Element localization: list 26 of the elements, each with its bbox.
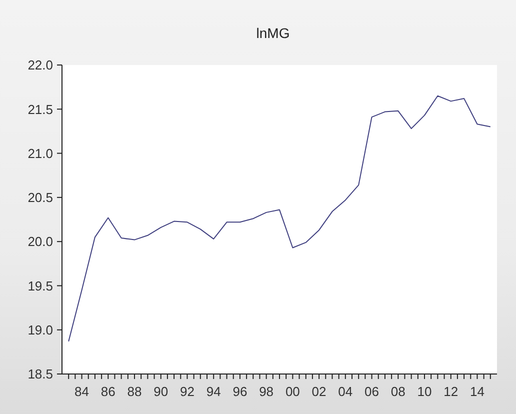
y-tick-label: 19.0 [28,322,53,338]
x-tick-label: 92 [180,384,194,399]
x-tick-label: 08 [390,384,406,399]
x-tick-label: 90 [154,384,168,399]
y-tick-label: 22.0 [28,58,53,73]
x-tick-label: 88 [127,384,142,399]
x-tick-label: 14 [470,384,484,399]
y-tick-label: 20.0 [28,234,53,250]
x-tick-label: 12 [444,384,458,399]
x-tick-label: 84 [74,384,90,399]
x-tick-label: 06 [364,384,380,399]
y-tick-label: 20.5 [28,190,53,206]
x-tick-label: 04 [338,384,353,399]
x-tick-label: 86 [100,384,116,399]
line-series [68,95,491,342]
x-tick-label: 10 [417,384,432,399]
chart-title: lnMG [255,25,291,41]
x-tick-label: 98 [259,384,274,399]
y-tick-label: 19.5 [28,278,53,294]
y-tick-label: 21.0 [28,146,53,161]
y-tick-label: 18.5 [28,366,53,382]
y-tick-label: 21.5 [28,102,53,117]
x-tick-label: 02 [312,384,326,399]
x-tick-label: 00 [285,384,300,399]
x-tick-label: 96 [232,384,248,399]
x-tick-label: 94 [206,384,221,399]
